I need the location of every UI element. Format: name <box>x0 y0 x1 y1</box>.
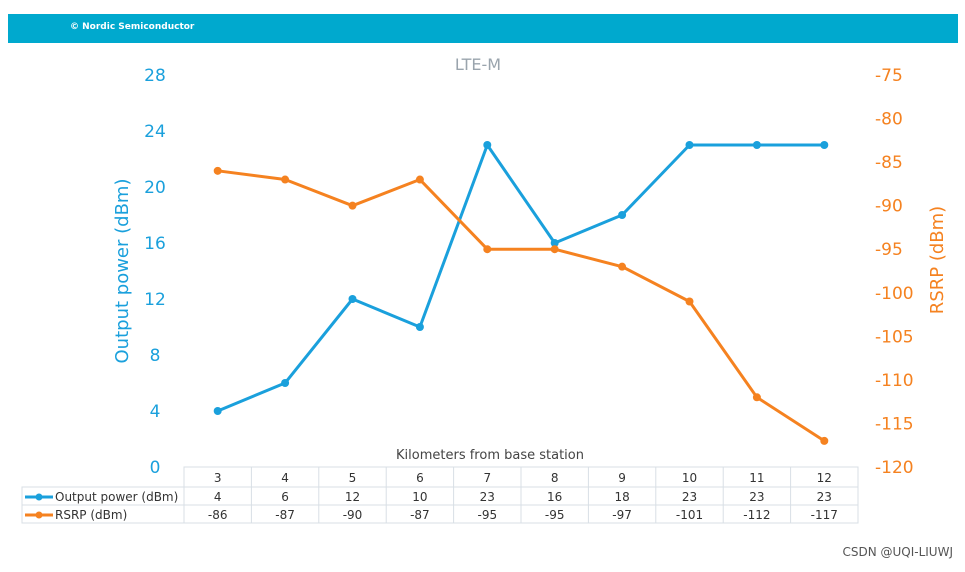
table-cell: -86 <box>208 508 228 522</box>
data-point <box>483 245 492 254</box>
y-left-tick: 20 <box>144 178 166 198</box>
data-point <box>550 245 559 254</box>
legend-label: Output power (dBm) <box>55 490 178 504</box>
data-point <box>820 141 829 149</box>
brand-text: © Nordic Semiconductor <box>70 22 195 32</box>
table-cell: -117 <box>811 508 838 522</box>
table-cell: 18 <box>614 490 629 504</box>
table-cell: -87 <box>410 508 430 522</box>
data-point <box>348 295 357 303</box>
brand-banner: © Nordic Semiconductor <box>8 14 958 43</box>
y-left-label: Output power (dBm) <box>112 179 133 364</box>
table-cell: -87 <box>275 508 295 522</box>
table-cell: 23 <box>817 490 832 504</box>
y-left-tick: 24 <box>144 122 166 142</box>
y-right-tick: -95 <box>875 240 903 260</box>
legend-marker <box>35 493 43 501</box>
y-left-tick: 16 <box>144 234 166 254</box>
y-right-tick: -100 <box>875 284 914 304</box>
data-point <box>348 201 357 210</box>
watermark: CSDN @UQI-LIUWJ <box>842 545 953 559</box>
x-tick: 8 <box>551 471 559 485</box>
x-tick: 7 <box>483 471 491 485</box>
x-tick: 12 <box>817 471 832 485</box>
data-point <box>281 379 290 387</box>
x-tick: 5 <box>349 471 357 485</box>
x-tick: 9 <box>618 471 626 485</box>
legend-label: RSRP (dBm) <box>55 508 127 522</box>
table-cell: 4 <box>214 490 222 504</box>
x-tick: 10 <box>682 471 697 485</box>
table-cell: -95 <box>477 508 497 522</box>
table-cell: 23 <box>749 490 764 504</box>
data-point <box>415 323 424 331</box>
data-point <box>213 166 222 175</box>
data-point <box>550 239 559 247</box>
y-right-tick: -115 <box>875 414 914 434</box>
data-point <box>483 141 492 149</box>
data-point <box>685 141 694 149</box>
data-point <box>415 175 424 184</box>
y-right-label: RSRP (dBm) <box>927 206 948 314</box>
table-cell: 23 <box>480 490 495 504</box>
table-cell: -97 <box>612 508 632 522</box>
table-cell: -90 <box>343 508 363 522</box>
table-cell: 16 <box>547 490 562 504</box>
x-tick: 3 <box>214 471 222 485</box>
chart-title: LTE-M <box>455 55 501 74</box>
y-left-tick: 28 <box>144 66 166 86</box>
table-cell: -95 <box>545 508 565 522</box>
y-right-tick: -75 <box>875 66 903 86</box>
y-right-tick: -85 <box>875 153 903 173</box>
data-point <box>618 211 627 219</box>
x-tick: 11 <box>749 471 764 485</box>
data-point <box>281 175 290 184</box>
y-left-tick: 8 <box>150 346 161 366</box>
x-axis-label: Kilometers from base station <box>396 448 584 463</box>
table-cell: 23 <box>682 490 697 504</box>
data-point <box>752 393 761 402</box>
table-cell: -112 <box>743 508 770 522</box>
data-point <box>618 262 627 271</box>
data-point <box>752 141 761 149</box>
legend-marker <box>35 511 43 519</box>
data-point <box>685 297 694 306</box>
table-cell: 10 <box>412 490 427 504</box>
y-right-tick: -110 <box>875 371 914 391</box>
y-left-tick: 4 <box>150 402 161 422</box>
table-cell: -101 <box>676 508 703 522</box>
x-tick: 6 <box>416 471 424 485</box>
series-line-output-power <box>217 143 825 413</box>
series-line-rsrp <box>217 169 826 443</box>
x-tick: 4 <box>281 471 289 485</box>
data-point <box>820 436 829 445</box>
table-cell: 12 <box>345 490 360 504</box>
y-right-tick: -90 <box>875 197 903 217</box>
y-left-tick: 12 <box>144 290 166 310</box>
data-point <box>213 407 222 415</box>
y-left-tick: 0 <box>150 458 161 478</box>
table-cell: 6 <box>281 490 289 504</box>
y-right-tick: -120 <box>875 458 914 478</box>
y-right-tick: -80 <box>875 110 903 130</box>
y-right-tick: -105 <box>875 327 914 347</box>
